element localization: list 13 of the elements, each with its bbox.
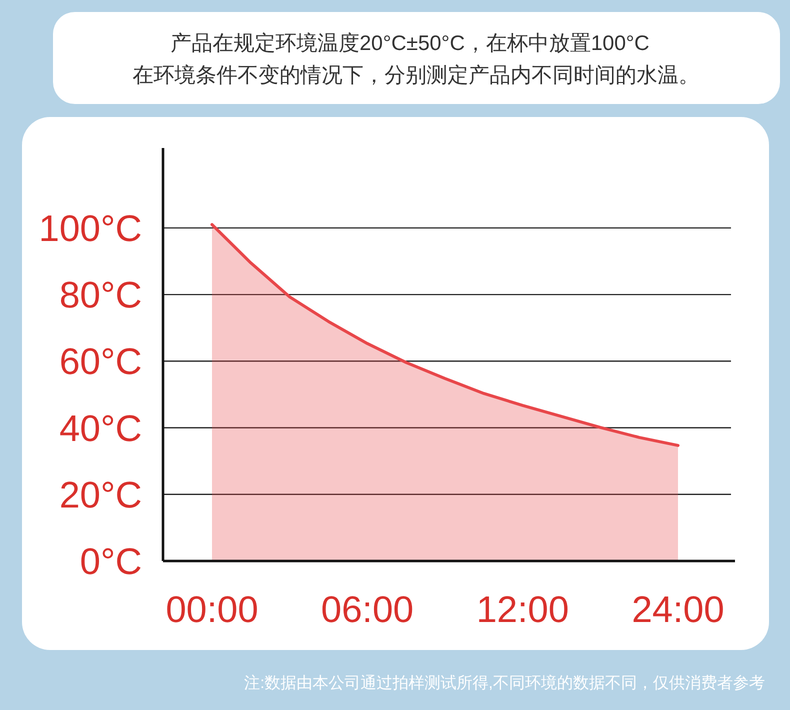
x-tick-label: 06:00 [321,589,414,630]
y-tick-label: 0°C [80,541,142,582]
x-tick-label: 12:00 [476,589,569,630]
y-tick-label: 80°C [59,274,142,316]
y-tick-label: 60°C [59,341,142,382]
y-tick-label: 40°C [59,408,142,449]
title: 产品在规定环境温度20°C±50°C，在杯中放置100°C [170,32,650,55]
x-tick-label: 00:00 [166,589,258,630]
annotation: 注:数据由本公司通过拍样测试所得,不同环境的数据不同，仅供消费者参考 [244,675,765,692]
subtitle: 在环境条件不变的情况下，分别测定产品内不同时间的水温。 [132,64,700,87]
y-tick-label: 20°C [59,474,142,516]
x-tick-label: 24:00 [632,589,724,630]
y-tick-label: 100°C [38,208,142,249]
